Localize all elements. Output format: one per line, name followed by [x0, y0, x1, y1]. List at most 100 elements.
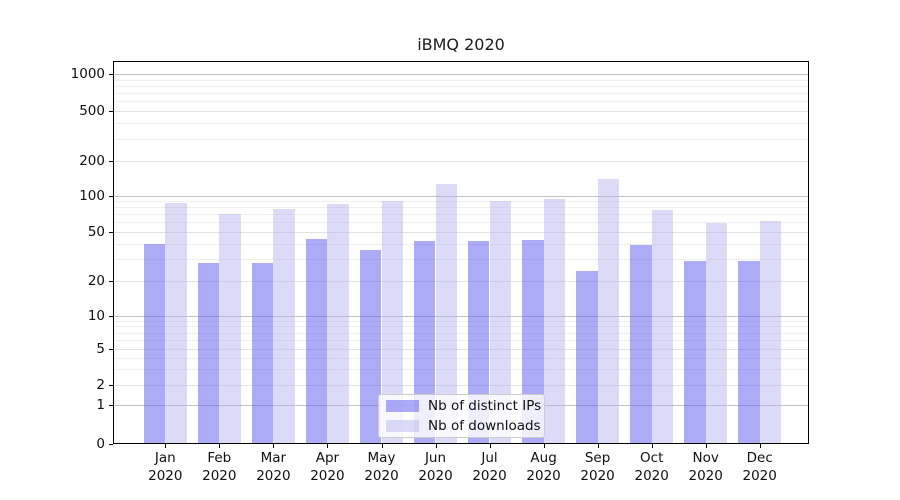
gridline [114, 320, 808, 322]
y-axis-tick-label: 500 [79, 103, 105, 119]
gridline [114, 93, 808, 94]
month-label: Jun [424, 450, 447, 466]
month-label: Jul [481, 450, 498, 466]
month-label: Jan [154, 450, 176, 466]
gridline [114, 326, 808, 328]
gridline [114, 259, 808, 261]
y-axis-tick-label: 200 [79, 152, 105, 169]
gridline [114, 384, 808, 386]
bar-distinct-ips-apr [305, 238, 328, 444]
bar-downloads-sep [597, 178, 620, 444]
month-label: Nov [692, 450, 719, 466]
x-axis-tick [759, 444, 761, 448]
bar-downloads-jun [435, 184, 458, 444]
year-label: 2020 [364, 467, 399, 484]
x-axis-tick [381, 444, 383, 448]
bar-distinct-ips-feb [197, 263, 220, 444]
bar-downloads-jul [489, 201, 512, 444]
y-axis-tick-label: 1 [96, 397, 105, 413]
bar-distinct-ips-jul [467, 241, 490, 444]
legend-label: Nb of distinct IPs [428, 398, 542, 414]
year-label: 2020 [580, 467, 615, 484]
y-axis-tick [109, 160, 113, 162]
gridline [114, 340, 808, 342]
x-axis-tick [597, 444, 599, 448]
bar-downloads-apr [327, 204, 349, 444]
y-axis-tick [109, 195, 113, 197]
gridline [114, 111, 808, 112]
legend-entry: Nb of distinct IPs [386, 398, 544, 414]
y-axis-tick [109, 281, 113, 282]
bar-downloads-oct [651, 210, 674, 444]
x-axis-tick [651, 444, 653, 448]
y-axis-tick-label: 50 [87, 224, 105, 240]
gridline [114, 232, 808, 233]
year-label: 2020 [418, 467, 453, 484]
gridline [114, 315, 808, 317]
bar-distinct-ips-sep [576, 271, 598, 444]
bar-distinct-ips-dec [738, 261, 760, 444]
x-axis-tick [543, 444, 545, 448]
gridline [114, 222, 808, 224]
x-axis-tick [489, 444, 491, 448]
month-label: Aug [530, 450, 557, 466]
x-axis-tick-label: Aug 2020 [514, 450, 574, 485]
gridline [114, 281, 808, 282]
gridline [114, 195, 808, 197]
y-axis-tick [109, 384, 113, 386]
gridline [114, 201, 808, 202]
x-axis-tick-label: Oct 2020 [622, 450, 682, 485]
month-label: Oct [640, 450, 664, 466]
x-axis-tick [219, 444, 221, 448]
bar-distinct-ips-jan [143, 243, 166, 444]
year-label: 2020 [634, 467, 669, 484]
bar-downloads-mar [273, 208, 295, 444]
x-axis-tick [273, 444, 275, 448]
gridline [114, 74, 808, 75]
y-axis-tick [109, 405, 113, 406]
month-label: Sep [584, 450, 611, 466]
y-axis-tick-label: 20 [87, 273, 105, 289]
y-axis-tick-label: 1000 [70, 66, 105, 82]
gridline [114, 160, 808, 162]
x-axis-tick-label: Jan 2020 [135, 450, 195, 485]
legend: Nb of distinct IPs Nb of downloads [378, 394, 545, 438]
x-axis-tick [165, 444, 167, 448]
gridline [114, 214, 808, 216]
gridline [114, 357, 808, 359]
bar-downloads-dec [759, 220, 782, 444]
bar-distinct-ips-may [359, 249, 382, 444]
gridline [114, 243, 808, 245]
bar-downloads-may [381, 201, 404, 444]
y-axis-tick [109, 232, 113, 233]
y-axis-tick [109, 111, 113, 112]
x-axis-tick-label: Jul 2020 [460, 450, 520, 485]
legend-swatch [386, 420, 419, 432]
y-axis-tick-label: 0 [96, 435, 105, 452]
year-label: 2020 [202, 467, 237, 484]
y-axis-tick-label: 2 [96, 376, 105, 393]
x-axis-tick-label: Apr 2020 [297, 450, 357, 485]
year-label: 2020 [688, 467, 723, 484]
x-axis-tick-label: May 2020 [352, 450, 412, 485]
x-axis-tick-label: Mar 2020 [243, 450, 303, 485]
gridline [114, 123, 808, 125]
gridline [114, 138, 808, 140]
gridline [114, 332, 808, 334]
bar-downloads-jan [165, 203, 187, 444]
gridline [114, 349, 808, 350]
bar-distinct-ips-mar [251, 263, 274, 444]
y-axis-tick-label: 100 [79, 187, 105, 204]
y-axis-tick [109, 315, 113, 317]
gridline [114, 85, 808, 87]
bar-distinct-ips-jun [413, 241, 436, 444]
x-axis-tick [435, 444, 437, 448]
gridline [114, 79, 808, 81]
chart-title: iBMQ 2020 [417, 35, 505, 54]
x-axis-tick-label: Jun 2020 [406, 450, 466, 485]
month-label: May [367, 450, 396, 466]
year-label: 2020 [526, 467, 561, 484]
y-axis-tick [109, 349, 113, 350]
gridline [114, 207, 808, 209]
